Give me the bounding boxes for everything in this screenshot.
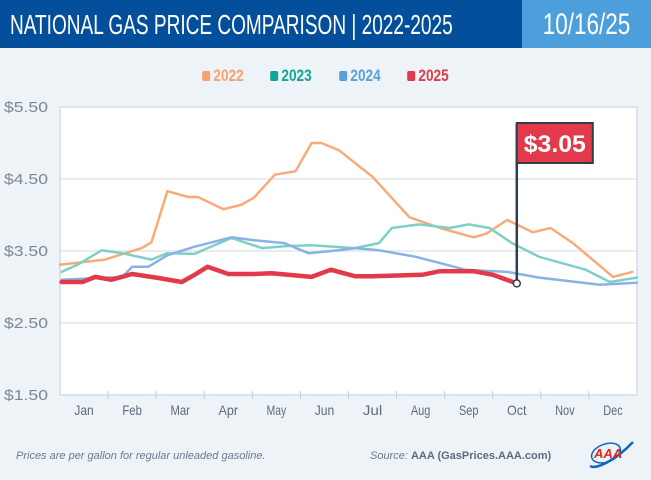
flag-box bbox=[515, 122, 594, 164]
aaa-logo-icon: AAA bbox=[589, 441, 634, 469]
source-value: AAA (GasPrices.AAA.com) bbox=[410, 450, 552, 462]
title-main: NATIONAL GAS PRICE COMPARISON bbox=[10, 9, 347, 40]
legend-label: 2022 bbox=[213, 66, 244, 85]
x-tick-label: Dec bbox=[603, 402, 623, 418]
header-bar: NATIONAL GAS PRICE COMPARISON | 2022-202… bbox=[0, 0, 651, 48]
title-years: 2022-2025 bbox=[361, 9, 453, 40]
legend-swatch bbox=[339, 71, 348, 81]
date-label: 10/16/25 bbox=[542, 8, 631, 41]
y-tick-label: $1.50 bbox=[4, 387, 48, 404]
date-box: 10/16/25 bbox=[522, 0, 651, 48]
x-tick-label: Aug bbox=[411, 402, 431, 418]
title-separator: | bbox=[351, 9, 357, 40]
y-tick-label: $4.50 bbox=[4, 171, 48, 188]
legend-item-2025: 2025 bbox=[407, 66, 450, 86]
source-label: Source: bbox=[370, 450, 408, 462]
x-tick-label: May bbox=[267, 402, 287, 418]
svg-text:AAA: AAA bbox=[593, 446, 622, 461]
legend-item-2022: 2022 bbox=[201, 66, 244, 86]
flag-point bbox=[512, 279, 522, 288]
legend-item-2023: 2023 bbox=[270, 66, 312, 86]
page-title: NATIONAL GAS PRICE COMPARISON | 2022-202… bbox=[10, 9, 453, 41]
chart-legend: 2022 2023 2024 2025 bbox=[0, 66, 651, 86]
y-tick-label: $2.50 bbox=[4, 315, 48, 332]
legend-label: 2025 bbox=[418, 66, 450, 85]
series-line-2022 bbox=[58, 141, 634, 279]
series-line-2023 bbox=[60, 223, 639, 284]
x-tick-label: Feb bbox=[122, 402, 142, 418]
legend-label: 2024 bbox=[350, 66, 381, 85]
x-tick-label: Jun bbox=[315, 402, 335, 418]
y-tick-label: $3.50 bbox=[4, 243, 48, 260]
series-line-2025 bbox=[59, 264, 520, 286]
source-credit: Source: AAA (GasPrices.AAA.com) bbox=[370, 450, 551, 462]
x-tick-label: Oct bbox=[507, 402, 527, 418]
y-tick-label: $5.50 bbox=[4, 99, 48, 116]
legend-swatch bbox=[201, 71, 210, 81]
x-tick-label: Apr bbox=[219, 402, 239, 418]
series-line-2024 bbox=[60, 236, 639, 287]
legend-swatch bbox=[407, 71, 416, 81]
flag-label: $3.05 bbox=[524, 131, 586, 158]
legend-swatch bbox=[270, 71, 279, 81]
legend-item-2024: 2024 bbox=[339, 66, 381, 86]
x-tick-label: Mar bbox=[170, 402, 190, 418]
x-tick-label: Jan bbox=[74, 402, 94, 418]
x-tick-label: Nov bbox=[555, 402, 575, 418]
x-tick-label: Jul bbox=[363, 402, 383, 418]
legend-label: 2023 bbox=[281, 66, 312, 85]
footnote: Prices are per gallon for regular unlead… bbox=[16, 450, 266, 462]
x-tick-label: Sep bbox=[459, 402, 479, 418]
